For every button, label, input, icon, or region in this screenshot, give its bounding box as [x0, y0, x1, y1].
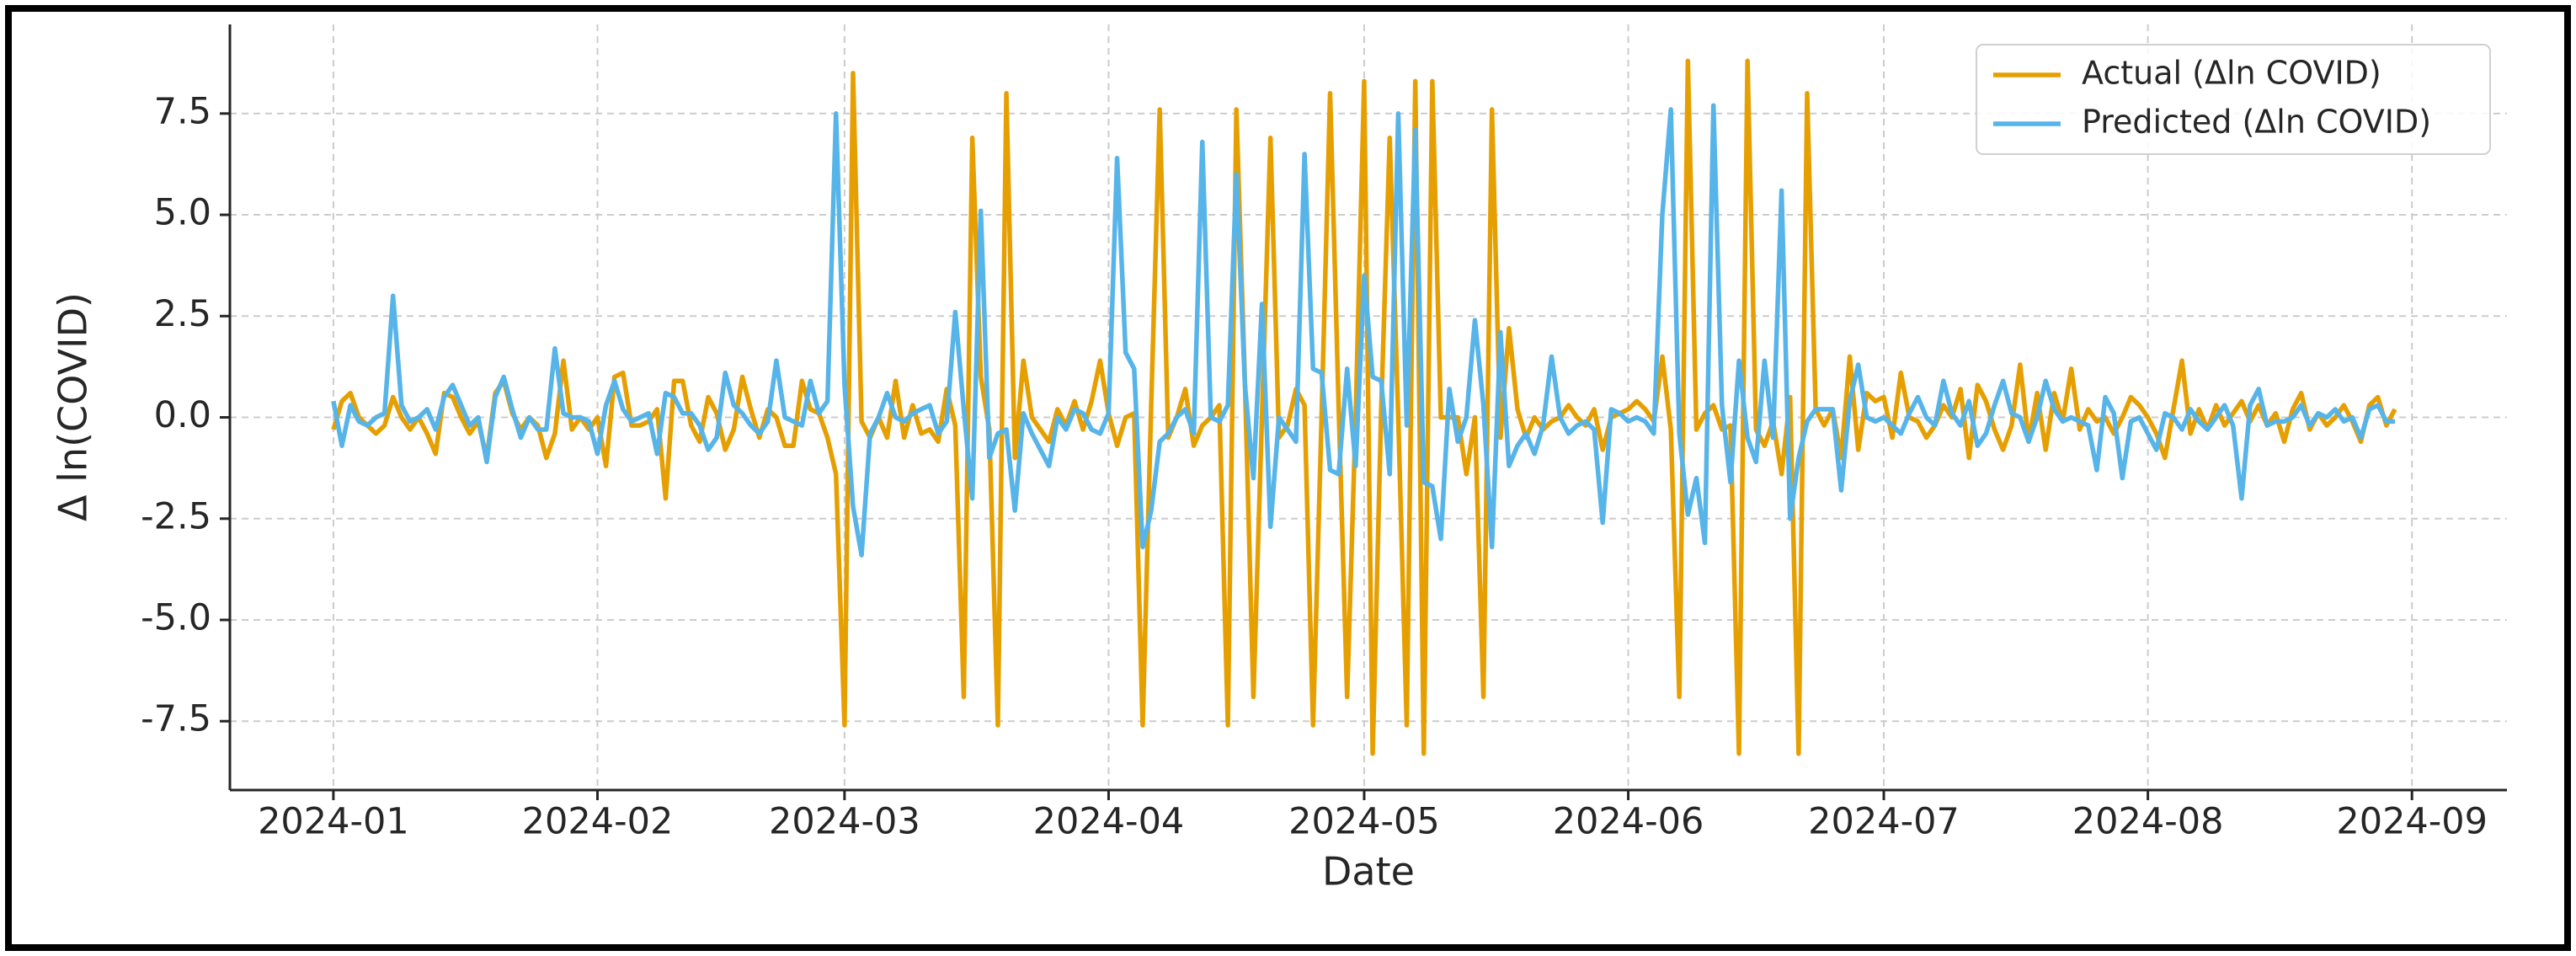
x-tick-label: 2024-09	[2336, 801, 2488, 843]
y-axis-label: Δ ln(COVID)	[51, 292, 96, 521]
x-axis-label: Date	[1322, 849, 1415, 895]
x-tick-label: 2024-06	[1553, 801, 1704, 843]
legend-label: Predicted (Δln COVID)	[2082, 104, 2431, 141]
legend: Actual (Δln COVID) Predicted (Δln COVID)	[1976, 44, 2491, 155]
y-tick-label: 2.5	[154, 293, 211, 335]
x-tick-label: 2024-02	[522, 801, 674, 843]
x-tick-label: 2024-08	[2072, 801, 2224, 843]
y-tick-label: -2.5	[141, 495, 211, 537]
data-line	[331, 58, 2397, 756]
x-tick-label: 2024-04	[1033, 801, 1185, 843]
legend-box	[1976, 44, 2491, 155]
y-tick-label: 0.0	[154, 394, 211, 436]
y-tick-label: 5.0	[154, 192, 211, 234]
y-tick-label: -7.5	[141, 698, 211, 740]
y-tick-label: -5.0	[141, 597, 211, 639]
data-line	[331, 103, 2395, 558]
legend-label: Actual (Δln COVID)	[2082, 55, 2381, 92]
x-tick-label: 2024-05	[1288, 801, 1440, 843]
x-tick-label: 2024-07	[1808, 801, 1960, 843]
y-tick-label: 7.5	[154, 90, 211, 132]
x-tick-label: 2024-03	[769, 801, 920, 843]
x-tick-label: 2024-01	[258, 801, 409, 843]
